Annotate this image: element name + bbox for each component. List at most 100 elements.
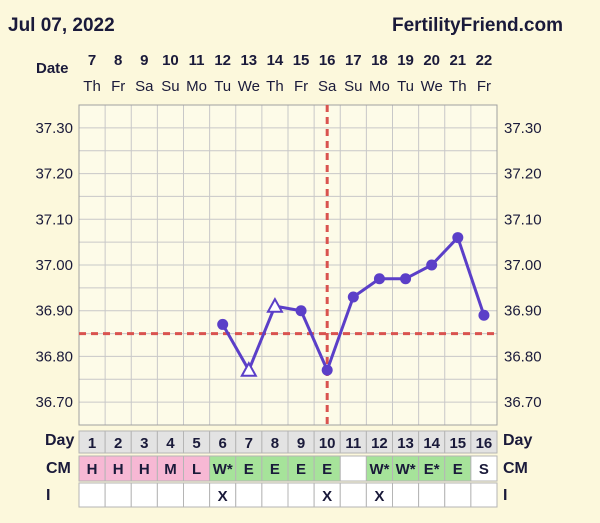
- cm-cell: [418, 455, 446, 482]
- cm-cell: [444, 455, 472, 482]
- y-tick-label-left: 37.30: [35, 120, 73, 137]
- date-number: 18: [371, 52, 388, 69]
- date-number: 10: [162, 52, 179, 69]
- cm-cell: [183, 455, 211, 482]
- intercourse-row-label-right: I: [503, 487, 507, 504]
- weekday-label: We: [421, 78, 443, 95]
- intercourse-mark: X: [322, 488, 332, 505]
- y-tick-label-left: 36.80: [35, 348, 73, 365]
- y-tick-label-left: 37.10: [35, 211, 73, 228]
- date-number: 13: [240, 52, 257, 69]
- weekday-label: Th: [83, 78, 101, 95]
- temperature-line-segment: [299, 310, 329, 371]
- day-number: 15: [449, 435, 466, 452]
- date-number: 16: [319, 52, 336, 69]
- day-number: 10: [319, 435, 336, 452]
- cm-cell: [470, 455, 498, 482]
- weekday-label: Sa: [318, 78, 337, 95]
- plot-border: [78, 104, 498, 426]
- weekday-label: Su: [344, 78, 362, 95]
- date-number: 14: [267, 52, 284, 69]
- weekday-label: Fr: [111, 78, 125, 95]
- cm-row-label-left: CM: [46, 460, 71, 477]
- y-tick-label-left: 37.00: [35, 257, 73, 274]
- cm-cell: [392, 455, 420, 482]
- date-number: 9: [140, 52, 148, 69]
- intercourse-cell: [261, 482, 289, 508]
- cm-value: W*: [396, 461, 416, 478]
- cm-value: E: [270, 461, 280, 478]
- day-number: 4: [166, 435, 175, 452]
- y-tick-label-right: 37.00: [504, 257, 542, 274]
- cm-row-label-right: CM: [503, 460, 528, 477]
- cm-cell: [209, 455, 237, 482]
- day-row-label-right: Day: [503, 432, 532, 449]
- day-cell: [470, 430, 498, 454]
- y-tick-label-left: 36.70: [35, 394, 73, 411]
- weekday-label: Su: [161, 78, 179, 95]
- cm-cell: [261, 455, 289, 482]
- date-row-label: Date: [36, 60, 69, 77]
- y-tick-label-left: 37.20: [35, 166, 73, 183]
- intercourse-cell: [392, 482, 420, 508]
- date-number: 12: [214, 52, 231, 69]
- day-number: 14: [423, 435, 440, 452]
- date-number: 20: [423, 52, 440, 69]
- temperature-point-open: [240, 361, 258, 377]
- date-number: 7: [88, 52, 96, 69]
- intercourse-mark: X: [218, 488, 228, 505]
- date-number: 21: [449, 52, 466, 69]
- brand-name: FertilityFriend.com: [392, 15, 563, 36]
- intercourse-cell: [183, 482, 211, 508]
- day-number: 8: [271, 435, 279, 452]
- cm-value: E: [322, 461, 332, 478]
- intercourse-cell: [104, 482, 132, 508]
- day-number: 5: [192, 435, 200, 452]
- date-number: 22: [476, 52, 493, 69]
- weekday-label: Fr: [477, 78, 491, 95]
- y-tick-label-right: 36.80: [504, 348, 542, 365]
- intercourse-cell: [418, 482, 446, 508]
- intercourse-cell: [235, 482, 263, 508]
- temperature-line-segment: [430, 236, 459, 267]
- chart-date: Jul 07, 2022: [8, 15, 115, 36]
- cm-value: W*: [213, 461, 233, 478]
- intercourse-cell: [78, 482, 106, 508]
- intercourse-cell: [339, 482, 367, 508]
- intercourse-cell: [313, 482, 341, 508]
- weekday-label: Th: [266, 78, 284, 95]
- date-number: 15: [293, 52, 310, 69]
- cm-value: H: [113, 461, 124, 478]
- cm-value: E: [244, 461, 254, 478]
- day-number: 3: [140, 435, 148, 452]
- date-number: 19: [397, 52, 414, 69]
- weekday-label: Fr: [294, 78, 308, 95]
- temperature-line-segment: [221, 323, 251, 371]
- day-number: 13: [397, 435, 414, 452]
- day-number: 7: [245, 435, 253, 452]
- weekday-label: Mo: [186, 78, 207, 95]
- y-tick-label-left: 36.90: [35, 303, 73, 320]
- temperature-point: [452, 232, 464, 244]
- date-number: 8: [114, 52, 122, 69]
- temperature-line-segment: [247, 305, 277, 371]
- cm-value: E: [296, 461, 306, 478]
- cm-value: H: [139, 461, 150, 478]
- cm-cell: [339, 455, 367, 482]
- cm-value: H: [87, 461, 98, 478]
- cm-value: S: [479, 461, 489, 478]
- day-number: 16: [476, 435, 493, 452]
- cm-cell: [78, 455, 106, 482]
- weekday-label: Tu: [397, 78, 414, 95]
- weekday-label: Mo: [369, 78, 390, 95]
- day-row-label-left: Day: [45, 432, 74, 449]
- cm-value: E: [453, 461, 463, 478]
- temperature-line-segment: [325, 296, 355, 371]
- weekday-label: Th: [449, 78, 467, 95]
- temperature-point: [347, 291, 359, 303]
- temperature-line-segment: [456, 237, 486, 316]
- temperature-point: [400, 273, 412, 285]
- intercourse-row-label-left: I: [46, 487, 50, 504]
- weekday-label: Tu: [214, 78, 231, 95]
- y-tick-label-right: 37.20: [504, 166, 542, 183]
